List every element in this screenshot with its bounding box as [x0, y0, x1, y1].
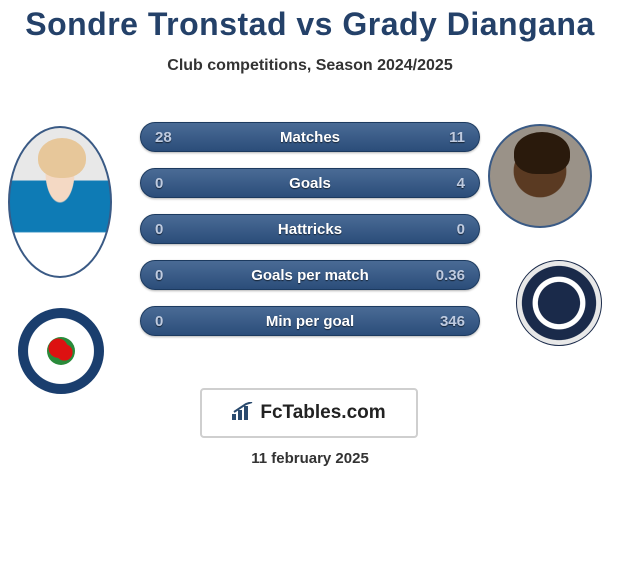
source-logo: FcTables.com	[200, 388, 418, 438]
page-title: Sondre Tronstad vs Grady Diangana	[0, 0, 620, 43]
club-badge-right-text: ALBION	[544, 269, 574, 276]
stat-label: Hattricks	[141, 221, 479, 238]
stat-label: Goals per match	[141, 267, 479, 284]
date: 11 february 2025	[0, 450, 620, 467]
stat-right-value: 11	[449, 129, 465, 146]
chart-icon	[232, 402, 254, 425]
club-badge-right: ALBION	[516, 260, 602, 346]
stat-label: Goals	[141, 175, 479, 192]
stat-right-value: 346	[440, 313, 465, 330]
comparison-card: Sondre Tronstad vs Grady Diangana Club c…	[0, 0, 620, 580]
player-photo-left	[8, 126, 112, 278]
stats-area: 28 Matches 11 0 Goals 4 0 Hattricks 0 0 …	[140, 122, 480, 352]
stat-left-value: 28	[155, 129, 172, 146]
stat-left-value: 0	[155, 221, 163, 238]
stat-row: 0 Hattricks 0	[140, 214, 480, 244]
stat-row: 0 Goals 4	[140, 168, 480, 198]
stat-left-value: 0	[155, 175, 163, 192]
stat-label: Min per goal	[141, 313, 479, 330]
stat-right-value: 0	[457, 221, 465, 238]
page-subtitle: Club competitions, Season 2024/2025	[0, 57, 620, 75]
club-badge-left	[18, 308, 104, 394]
stat-row: 28 Matches 11	[140, 122, 480, 152]
stat-left-value: 0	[155, 313, 163, 330]
stat-left-value: 0	[155, 267, 163, 284]
stat-row: 0 Goals per match 0.36	[140, 260, 480, 290]
stat-right-value: 4	[457, 175, 465, 192]
player-photo-right	[488, 124, 592, 228]
stat-row: 0 Min per goal 346	[140, 306, 480, 336]
source-logo-text: FcTables.com	[260, 402, 385, 424]
stat-right-value: 0.36	[436, 267, 465, 284]
stat-label: Matches	[141, 129, 479, 146]
